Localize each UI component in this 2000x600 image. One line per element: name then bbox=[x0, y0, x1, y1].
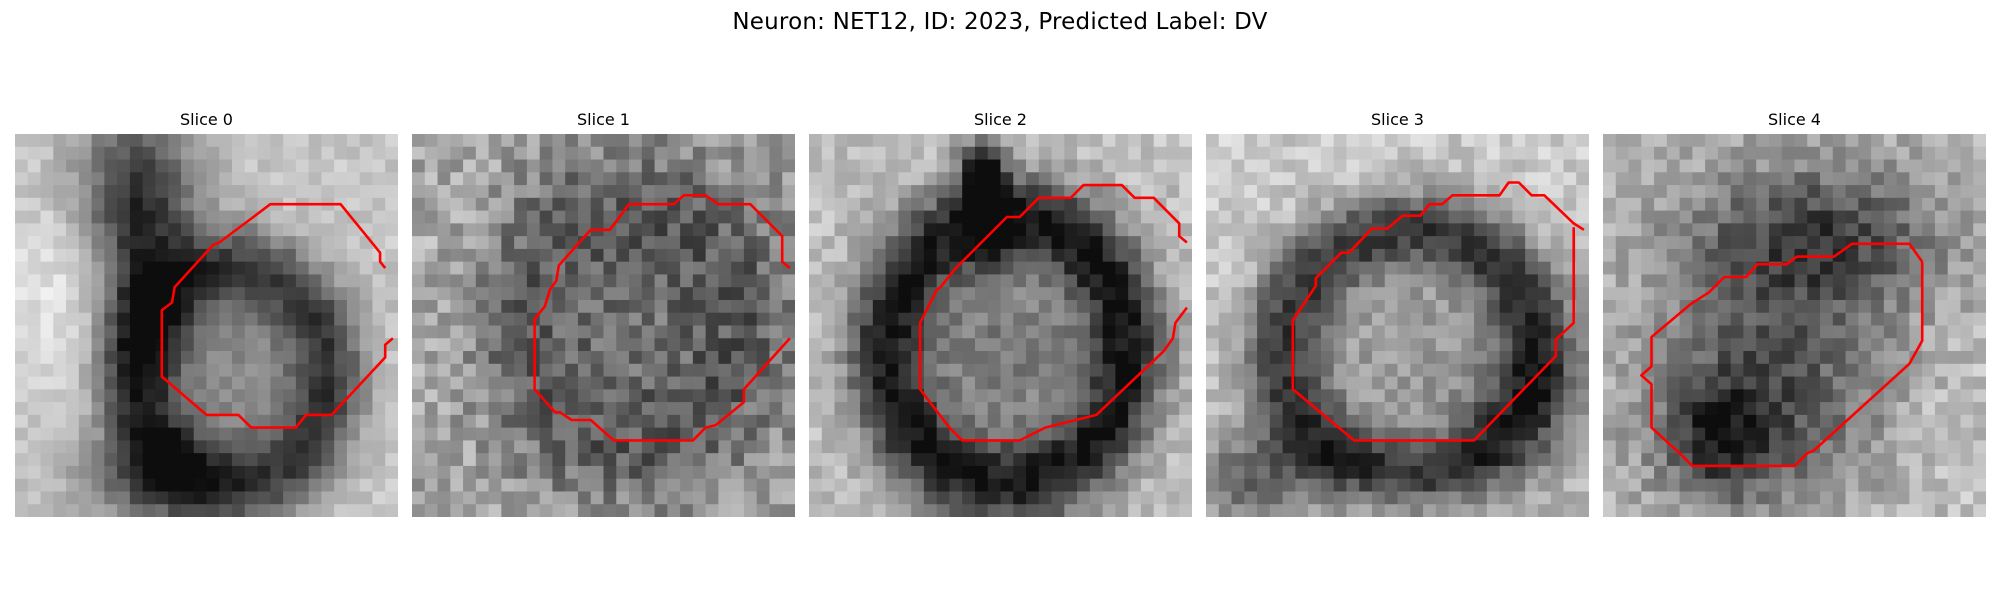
slice-panel-1: Slice 1 bbox=[412, 108, 795, 517]
slice-image-2 bbox=[809, 134, 1192, 517]
slice-1-contour bbox=[533, 193, 791, 442]
slice-title-0: Slice 0 bbox=[180, 110, 233, 129]
slice-2-pixels bbox=[809, 134, 1192, 517]
slice-2-contour bbox=[918, 183, 1188, 442]
slice-title-1: Slice 1 bbox=[577, 110, 630, 129]
slice-3-pixels bbox=[1206, 134, 1589, 517]
slice-4-pixels bbox=[1603, 134, 1986, 517]
slice-1-pixels bbox=[412, 134, 795, 517]
slice-title-2: Slice 2 bbox=[974, 110, 1027, 129]
slice-title-4: Slice 4 bbox=[1768, 110, 1821, 129]
slice-image-0 bbox=[15, 134, 398, 517]
slice-0-contour bbox=[160, 202, 394, 429]
slice-panel-3: Slice 3 bbox=[1206, 108, 1589, 517]
slice-image-3 bbox=[1206, 134, 1589, 517]
slice-panel-0: Slice 0 bbox=[15, 108, 398, 517]
slice-image-4 bbox=[1603, 134, 1986, 517]
figure-title: Neuron: NET12, ID: 2023, Predicted Label… bbox=[732, 9, 1268, 35]
slice-panel-2: Slice 2 bbox=[809, 108, 1192, 517]
slice-title-3: Slice 3 bbox=[1371, 110, 1424, 129]
slice-4-contour bbox=[1639, 242, 1924, 468]
slice-3-contour bbox=[1291, 181, 1585, 442]
slice-image-1 bbox=[412, 134, 795, 517]
slice-panel-4: Slice 4 bbox=[1603, 108, 1986, 517]
slice-0-pixels bbox=[15, 134, 398, 517]
